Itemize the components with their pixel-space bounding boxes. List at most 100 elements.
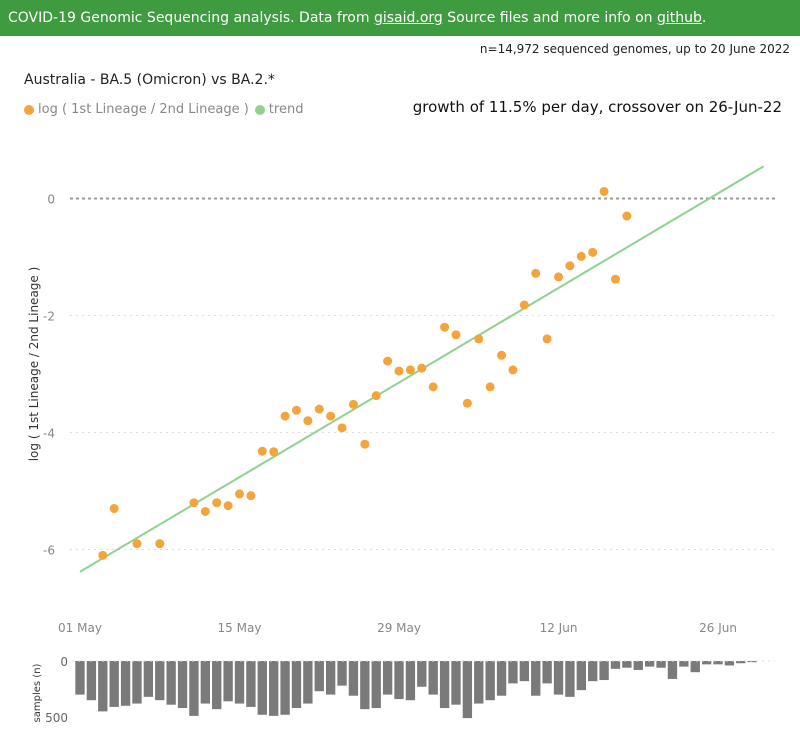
sample-bar — [257, 661, 267, 715]
sample-bar — [291, 661, 302, 709]
sample-bar — [610, 661, 621, 669]
sample-bar — [667, 661, 678, 679]
chart-legend: log ( 1st Lineage / 2nd Lineage ) trend — [24, 102, 309, 117]
sample-bar — [736, 661, 746, 664]
sample-bar — [428, 661, 438, 695]
gisaid-link[interactable]: gisaid.org — [373, 10, 443, 26]
data-point — [109, 504, 119, 514]
sample-bar — [280, 661, 290, 715]
sample-bar — [724, 661, 735, 666]
sample-bar — [645, 661, 655, 667]
legend-item-trend[interactable]: trend — [254, 102, 304, 117]
bar-y-tick-label: 0 — [60, 655, 68, 669]
legend-dot-icon — [254, 104, 265, 115]
y-axis-label: log ( 1st Lineage / 2nd Lineage ) — [27, 267, 41, 462]
data-point — [189, 498, 199, 508]
banner-text-suffix: . — [701, 10, 707, 26]
data-point — [360, 439, 370, 449]
sample-bar — [314, 661, 324, 692]
data-point — [394, 366, 404, 376]
sample-bar — [143, 661, 154, 697]
data-point — [280, 411, 290, 421]
sample-bar — [86, 661, 97, 701]
sample-bar — [747, 661, 757, 663]
sample-bar — [508, 661, 518, 684]
data-point — [554, 272, 564, 282]
sample-bar — [679, 661, 689, 667]
sample-bar — [155, 661, 165, 701]
data-point — [303, 416, 313, 426]
sample-bar — [417, 661, 427, 687]
x-tick-label: 26 Jun — [699, 621, 737, 635]
x-tick-label: 29 May — [377, 621, 421, 635]
sample-bar — [371, 661, 381, 709]
data-point — [565, 261, 575, 271]
legend-dot-icon — [24, 104, 34, 115]
sample-bar — [633, 661, 643, 670]
sample-bar — [531, 661, 541, 696]
sample-bar — [246, 661, 256, 707]
sample-bar — [166, 661, 176, 705]
data-point — [440, 322, 450, 332]
sample-bar — [394, 661, 404, 700]
data-point — [451, 330, 461, 340]
sample-bar — [519, 661, 530, 682]
github-link[interactable]: github — [656, 10, 702, 26]
data-point — [235, 489, 245, 499]
sample-bar — [553, 661, 564, 695]
sample-bar — [701, 661, 712, 665]
bar-y-axis-label: samples (n) — [32, 663, 43, 722]
data-point — [599, 186, 609, 196]
chart-title: Australia - BA.5 (Omicron) vs BA.2.* — [24, 72, 275, 88]
legend-item-ratio[interactable]: log ( 1st Lineage / 2nd Lineage ) — [24, 102, 249, 117]
data-point — [531, 268, 541, 278]
x-tick-label: 12 Jun — [540, 621, 578, 635]
y-tick-label: -6 — [43, 544, 55, 558]
sample-bar — [189, 661, 199, 716]
data-point — [314, 404, 324, 414]
y-tick-label: -4 — [43, 427, 55, 441]
sample-bar — [690, 661, 700, 673]
sample-bar — [451, 661, 461, 705]
sample-bar — [212, 661, 222, 710]
sample-bar — [542, 661, 552, 684]
data-point — [485, 382, 495, 392]
data-point — [497, 350, 507, 360]
data-point — [291, 405, 301, 415]
data-point — [428, 382, 438, 392]
sample-bar — [325, 661, 336, 695]
header-banner: COVID-19 Genomic Sequencing analysis. Da… — [0, 0, 800, 36]
sample-bar — [348, 661, 359, 696]
data-point — [155, 539, 165, 549]
banner-text-prefix: COVID-19 Genomic Sequencing analysis. Da… — [8, 10, 374, 26]
data-point — [98, 550, 108, 560]
data-point — [132, 539, 142, 549]
sample-bar — [474, 661, 484, 704]
sample-bar — [713, 661, 723, 665]
sample-bar — [75, 661, 85, 695]
data-point — [610, 274, 620, 284]
sample-bar — [439, 661, 450, 709]
data-point — [348, 399, 358, 409]
sample-bar — [98, 661, 108, 712]
sample-bar — [223, 661, 233, 702]
data-point — [462, 398, 472, 408]
sample-bar — [234, 661, 245, 704]
data-point — [519, 300, 529, 310]
sample-bar — [565, 661, 575, 697]
growth-annotation: growth of 11.5% per day, crossover on 26… — [412, 98, 782, 116]
banner-text-middle: Source files and more info on — [442, 10, 657, 26]
sample-bar — [599, 661, 609, 681]
sample-bar — [576, 661, 586, 691]
data-point — [246, 491, 256, 501]
sample-bar — [656, 661, 666, 668]
data-point — [622, 211, 632, 221]
y-tick-label: -2 — [43, 310, 55, 324]
sample-bar — [496, 661, 507, 696]
data-point — [257, 446, 267, 456]
data-point — [508, 365, 518, 375]
legend-label-trend: trend — [268, 102, 304, 117]
data-point — [405, 365, 415, 375]
data-point — [588, 247, 598, 257]
